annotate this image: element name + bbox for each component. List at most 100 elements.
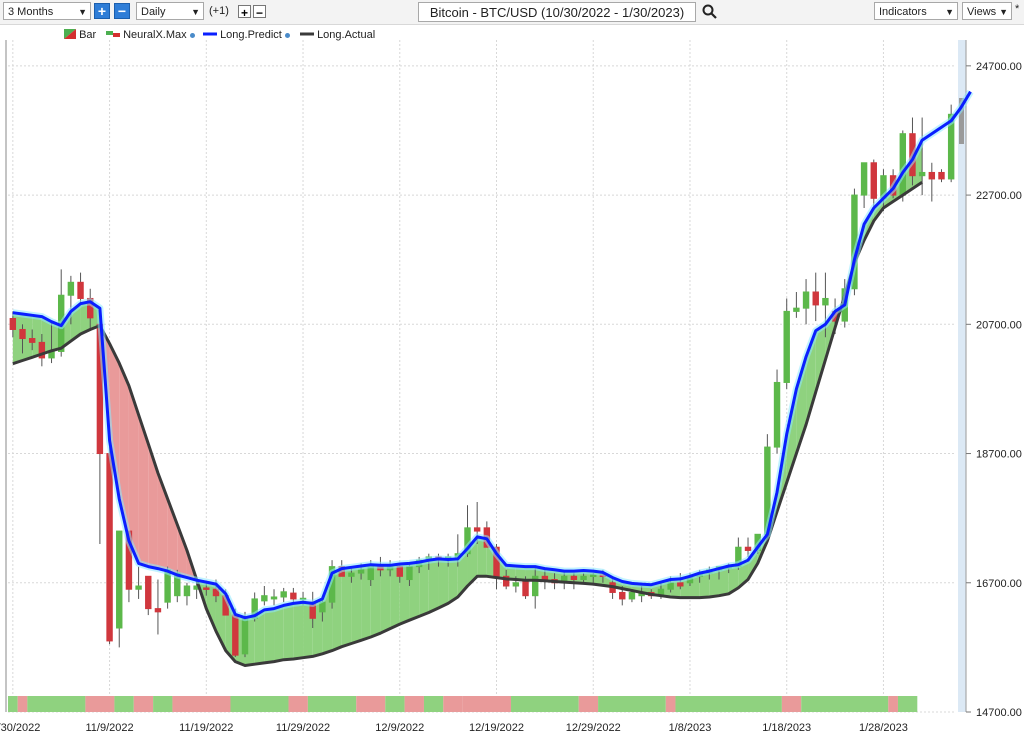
y-tick-label: 18700.00 <box>976 449 1022 461</box>
spread-fill <box>622 581 632 591</box>
spread-fill <box>748 547 758 580</box>
spread-fill <box>312 598 323 657</box>
candle-body <box>309 601 316 619</box>
legend-neuralx[interactable]: NeuralX.Max <box>106 29 195 41</box>
actual-swatch-icon <box>300 32 314 36</box>
candle-body <box>812 291 819 306</box>
candle-body <box>183 585 191 597</box>
spread-fill <box>535 566 545 581</box>
scrollbar-thumb[interactable] <box>959 98 964 144</box>
spread-fill <box>12 312 23 364</box>
candle-body <box>367 566 374 581</box>
signal-band <box>462 696 512 712</box>
symbol-title-field[interactable]: Bitcoin - BTC/USD (10/30/2022 - 1/30/202… <box>418 2 696 22</box>
spread-fill <box>322 573 333 654</box>
signal-band <box>27 696 86 712</box>
x-tick-label: 11/19/2022 <box>179 722 233 734</box>
legend-long-predict[interactable]: Long.Predict <box>203 29 290 41</box>
candle-body <box>222 595 229 616</box>
spread-fill <box>912 140 923 189</box>
signal-band <box>288 696 308 712</box>
spread-fill <box>215 584 226 651</box>
spread-fill <box>90 301 100 330</box>
signal-band <box>443 696 463 712</box>
candle-body <box>386 566 394 571</box>
candle-body <box>493 546 500 577</box>
legend-bar[interactable]: Bar <box>64 29 96 41</box>
spread-fill <box>438 558 449 608</box>
spread-fill <box>757 534 768 564</box>
signal-band <box>897 696 918 712</box>
plus-icon: + <box>97 3 107 19</box>
spread-fill <box>32 315 42 358</box>
search-icon[interactable] <box>702 4 718 20</box>
signal-band <box>423 696 444 712</box>
candle-body <box>357 569 365 574</box>
candle-body <box>444 556 452 561</box>
spread-fill <box>602 572 613 587</box>
legend-long-actual[interactable]: Long.Actual <box>300 29 375 41</box>
signal-band <box>888 696 898 712</box>
candle-body <box>561 575 568 584</box>
symbol-title: Bitcoin - BTC/USD (10/30/2022 - 1/30/202… <box>429 5 685 20</box>
y-tick-label: 20700.00 <box>976 319 1022 331</box>
candle-body <box>77 281 84 299</box>
scroll-gutter[interactable] <box>958 40 966 712</box>
legend-label: NeuralX.Max <box>123 29 187 41</box>
views-dropdown[interactable]: Views ▼ <box>962 2 1012 20</box>
offset-decrease-button[interactable]: − <box>253 5 266 20</box>
spread-fill <box>186 550 197 581</box>
x-tick-label: 12/9/2022 <box>375 722 424 734</box>
candle-body <box>686 575 694 584</box>
candle-body <box>38 341 46 359</box>
candle-body <box>464 527 471 555</box>
signal-band <box>801 696 889 712</box>
candle-body <box>415 559 423 568</box>
minus-icon: − <box>117 3 127 19</box>
spread-fill <box>177 524 187 578</box>
period-dropdown[interactable]: 3 Months ▼ <box>3 2 91 20</box>
spread-fill <box>728 564 739 594</box>
bar-swatch-icon <box>64 29 76 39</box>
zoom-in-button[interactable]: + <box>94 3 110 19</box>
spread-fill <box>399 563 410 625</box>
long-predict-line <box>12 90 972 620</box>
offset-increase-button[interactable]: + <box>238 5 251 20</box>
spread-fill <box>583 570 594 585</box>
plus-icon: + <box>240 6 248 20</box>
signal-band <box>356 696 386 712</box>
candle-body <box>860 162 868 196</box>
candle-body <box>348 572 355 577</box>
spread-fill <box>699 571 710 598</box>
x-tick-label: 12/29/2022 <box>566 722 621 734</box>
spread-fill <box>128 385 139 564</box>
candle-body <box>677 582 684 587</box>
views-label: Views <box>967 6 997 18</box>
signal-band <box>172 696 231 712</box>
candle-body <box>96 323 104 455</box>
candle-body <box>638 591 645 597</box>
spread-fill <box>361 564 371 641</box>
spread-fill <box>206 582 216 632</box>
zoom-out-button[interactable]: − <box>114 3 130 19</box>
candle-body <box>870 162 877 199</box>
candle-body <box>473 527 481 532</box>
minus-icon: − <box>255 6 263 20</box>
candle-body <box>377 566 384 571</box>
interval-dropdown[interactable]: Daily ▼ <box>136 2 204 20</box>
candle-body <box>164 569 171 603</box>
spread-fill <box>902 159 913 196</box>
candle-body <box>454 553 462 558</box>
candle-body <box>154 608 162 613</box>
candle-body <box>754 533 761 551</box>
spread-fill <box>612 577 623 589</box>
indicators-dropdown[interactable]: Indicators ▼ <box>874 2 958 20</box>
candle-body <box>793 307 800 312</box>
offset-label: (+1) <box>209 5 229 17</box>
spread-fill <box>457 548 468 597</box>
spread-fill <box>332 568 342 651</box>
candle-body <box>609 582 616 593</box>
candle-body <box>87 297 94 319</box>
spread-fill <box>786 388 797 483</box>
